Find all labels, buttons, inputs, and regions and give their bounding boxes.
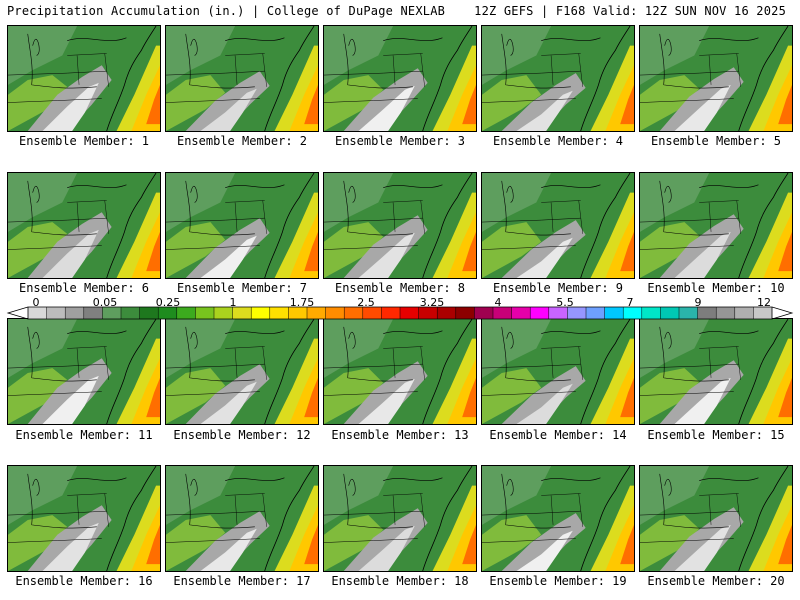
colorbar-swatch <box>325 307 345 319</box>
ensemble-member-label: Ensemble Member: 15 <box>647 428 785 442</box>
colorbar-swatch <box>195 307 215 319</box>
colorbar-tick-label: 0.25 <box>155 296 181 309</box>
colorbar-tick-label: 5.5 <box>556 296 574 309</box>
ensemble-member-map <box>165 172 319 279</box>
colorbar-tick-label: 7 <box>626 296 634 309</box>
colorbar-swatch <box>158 307 178 319</box>
colorbar-tick-label: 9 <box>694 296 702 309</box>
colorbar-swatch <box>46 307 66 319</box>
colorbar-swatch <box>400 307 419 319</box>
colorbar-swatch <box>641 307 661 319</box>
ensemble-member-label: Ensemble Member: 18 <box>331 574 469 588</box>
ensemble-member-map <box>165 318 319 425</box>
colorbar-tick-label: 2.5 <box>357 296 375 309</box>
ensemble-member-label: Ensemble Member: 1 <box>18 134 150 148</box>
colorbar-swatch <box>567 307 587 319</box>
colorbar-swatch <box>679 307 698 319</box>
map-title: Precipitation Accumulation (in.) | Colle… <box>7 4 446 18</box>
colorbar-swatch <box>288 307 308 319</box>
ensemble-member-map <box>639 318 793 425</box>
colorbar-swatch <box>176 307 196 319</box>
colorbar-swatch <box>623 307 643 319</box>
colorbar-swatch <box>307 307 326 319</box>
colorbar-swatch <box>121 307 140 319</box>
ensemble-member-map <box>323 25 477 132</box>
colorbar-swatch <box>65 307 85 319</box>
ensemble-member-map <box>7 25 161 132</box>
colorbar-swatch <box>660 307 680 319</box>
ensemble-member-map <box>7 172 161 279</box>
colorbar-swatch <box>28 307 47 319</box>
ensemble-member-map <box>323 172 477 279</box>
precipitation-colorbar <box>6 306 794 320</box>
colorbar-tick-label: 4 <box>494 296 502 309</box>
colorbar-tick-label: 12 <box>757 296 771 309</box>
colorbar-swatch <box>753 307 773 319</box>
ensemble-member-map <box>165 465 319 572</box>
ensemble-member-label: Ensemble Member: 2 <box>176 134 308 148</box>
colorbar-swatch <box>269 307 289 319</box>
ensemble-member-label: Ensemble Member: 16 <box>15 574 153 588</box>
colorbar-swatch <box>362 307 382 319</box>
ensemble-member-label: Ensemble Member: 7 <box>176 281 308 295</box>
colorbar-swatch <box>344 307 364 319</box>
ensemble-member-label: Ensemble Member: 13 <box>331 428 469 442</box>
ensemble-member-map <box>165 25 319 132</box>
ensemble-member-label: Ensemble Member: 20 <box>647 574 785 588</box>
colorbar-swatch <box>437 307 457 319</box>
ensemble-member-map <box>639 465 793 572</box>
ensemble-member-map <box>481 172 635 279</box>
colorbar-tick-label: 3.25 <box>419 296 445 309</box>
ensemble-member-label: Ensemble Member: 17 <box>173 574 311 588</box>
ensemble-member-label: Ensemble Member: 19 <box>489 574 627 588</box>
colorbar-swatch <box>232 307 252 319</box>
run-valid-time: 12Z GEFS | F168 Valid: 12Z SUN NOV 16 20… <box>474 4 786 18</box>
colorbar-swatch <box>251 307 271 319</box>
ensemble-member-label: Ensemble Member: 6 <box>18 281 150 295</box>
colorbar-swatch <box>83 307 103 319</box>
colorbar-tick-label: 1 <box>229 296 237 309</box>
ensemble-member-map <box>639 25 793 132</box>
colorbar-tick-label: 0.05 <box>92 296 118 309</box>
colorbar-swatch <box>716 307 736 319</box>
ensemble-member-label: Ensemble Member: 11 <box>15 428 153 442</box>
colorbar-swatch <box>381 307 401 319</box>
colorbar-swatch <box>511 307 531 319</box>
ensemble-member-map <box>481 25 635 132</box>
colorbar-swatch <box>697 307 717 319</box>
colorbar-swatch <box>586 307 605 319</box>
ensemble-member-label: Ensemble Member: 10 <box>647 281 785 295</box>
colorbar-swatch <box>139 307 159 319</box>
ensemble-member-label: Ensemble Member: 5 <box>650 134 782 148</box>
colorbar-swatch <box>734 307 754 319</box>
colorbar-swatch <box>102 307 122 319</box>
colorbar-swatch <box>530 307 550 319</box>
colorbar-swatch <box>214 307 233 319</box>
colorbar-tick-label: 0 <box>32 296 40 309</box>
colorbar-swatch <box>418 307 438 319</box>
ensemble-member-label: Ensemble Member: 12 <box>173 428 311 442</box>
ensemble-member-map <box>7 318 161 425</box>
ensemble-member-map <box>481 318 635 425</box>
colorbar-tick-label: 1.75 <box>289 296 315 309</box>
ensemble-member-map <box>323 318 477 425</box>
colorbar-swatch <box>604 307 624 319</box>
colorbar-swatch <box>455 307 475 319</box>
colorbar-frame <box>6 306 794 320</box>
colorbar-swatch <box>548 307 568 319</box>
ensemble-member-map <box>481 465 635 572</box>
colorbar-swatch <box>474 307 494 319</box>
ensemble-member-label: Ensemble Member: 8 <box>334 281 466 295</box>
ensemble-member-label: Ensemble Member: 3 <box>334 134 466 148</box>
ensemble-member-label: Ensemble Member: 9 <box>492 281 624 295</box>
ensemble-member-map <box>639 172 793 279</box>
ensemble-member-label: Ensemble Member: 14 <box>489 428 627 442</box>
colorbar-swatch <box>493 307 512 319</box>
ensemble-member-label: Ensemble Member: 4 <box>492 134 624 148</box>
ensemble-member-map <box>323 465 477 572</box>
ensemble-member-map <box>7 465 161 572</box>
